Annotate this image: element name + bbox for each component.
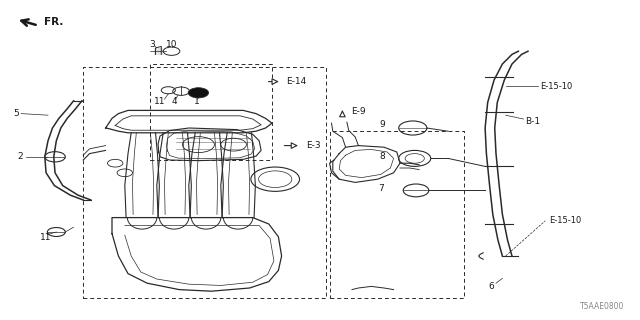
Text: 4: 4 [172,97,177,106]
Text: 1: 1 [195,97,200,106]
Text: 10: 10 [166,40,177,49]
Text: E-14: E-14 [286,77,307,86]
Text: 11: 11 [154,97,166,106]
Text: 11: 11 [40,233,52,242]
Text: E-15-10: E-15-10 [549,216,581,225]
Text: T5AAE0800: T5AAE0800 [580,302,624,311]
Text: 7: 7 [378,184,383,193]
Circle shape [188,88,209,98]
Text: 9: 9 [380,120,385,129]
Text: 8: 8 [380,152,385,161]
Text: B-1: B-1 [525,117,540,126]
Text: E-9: E-9 [351,107,365,116]
Text: 3: 3 [149,40,154,49]
Text: 5: 5 [13,109,19,118]
Text: 2: 2 [18,152,23,161]
Text: 6: 6 [489,282,494,291]
Text: E-3: E-3 [306,141,321,150]
Text: FR.: FR. [44,17,63,28]
Text: E-15-10: E-15-10 [540,82,572,91]
